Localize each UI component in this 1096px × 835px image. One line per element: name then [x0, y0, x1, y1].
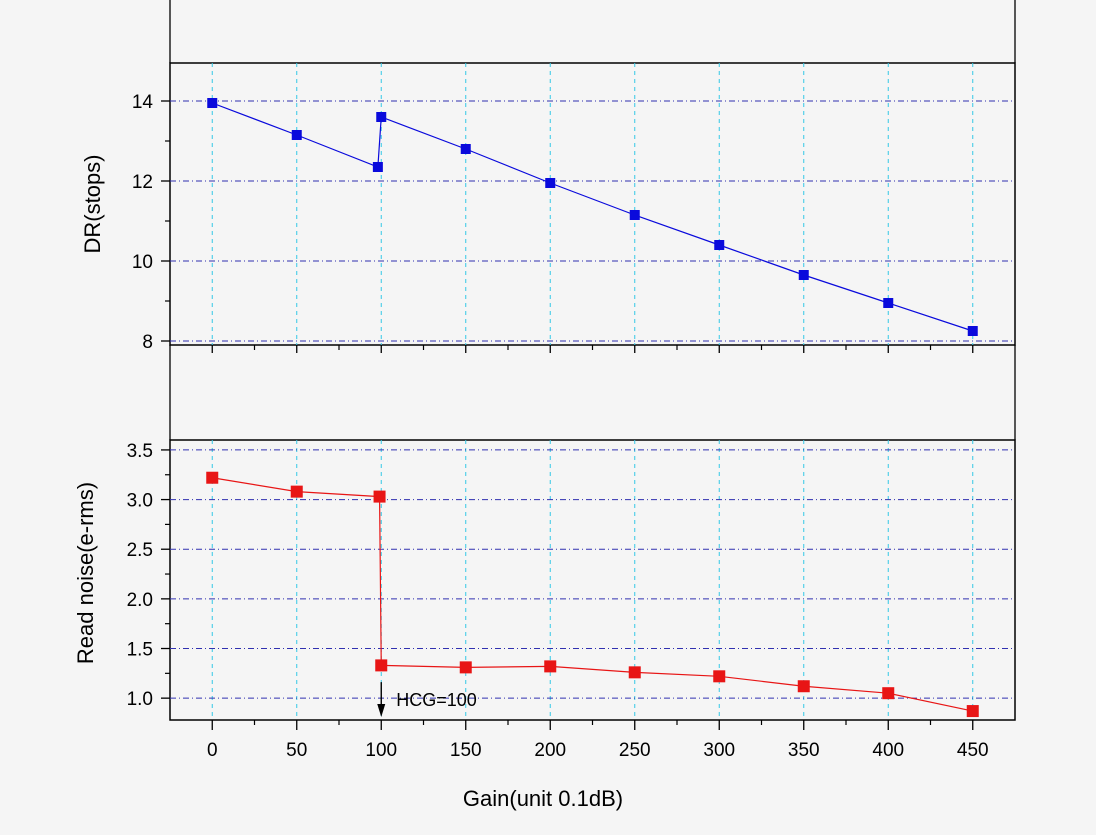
dr-y-tick-label-1: 10 — [132, 252, 153, 273]
dr-y-tick-label-3: 14 — [132, 92, 154, 113]
dr-point-9 — [883, 298, 894, 308]
dr-panel: 8 10 12 14 DR(stops) — [80, 0, 1016, 353]
rn-grid — [170, 440, 1015, 720]
rn-x-tick-label-3: 150 — [450, 740, 482, 761]
x-axis-label: Gain(unit 0.1dB) — [463, 786, 623, 811]
rn-y-tick-label-5: 3.5 — [127, 441, 153, 462]
rn-point-1 — [290, 485, 303, 498]
rn-y-tick-label-0: 1.0 — [127, 689, 153, 710]
rn-x-tick-label-6: 300 — [703, 740, 735, 761]
hcg-annotation: HCG=100 — [377, 682, 477, 718]
rn-panel: 1.0 1.5 2.0 2.5 3.0 3.5 0 50 100 150 200 250 300 350… — [73, 439, 1016, 811]
dr-y-tick-label-2: 12 — [132, 172, 153, 193]
dr-point-7 — [714, 240, 725, 250]
rn-x-tick-label-4: 200 — [534, 740, 566, 761]
rn-series — [206, 471, 979, 718]
rn-point-7 — [713, 670, 726, 683]
rn-y-tick-label-1: 1.5 — [127, 640, 153, 661]
dr-point-5 — [545, 178, 556, 188]
rn-y-tick-label-3: 2.5 — [127, 540, 153, 561]
dr-series — [207, 98, 978, 336]
rn-point-6 — [628, 666, 641, 679]
dr-point-10 — [967, 326, 978, 336]
hcg-arrow-head — [377, 704, 386, 718]
dr-y-axis: 8 10 12 14 — [132, 92, 170, 353]
rn-point-0 — [206, 471, 219, 484]
rn-x-axis: 0 50 100 150 200 250 300 350 400 450 — [207, 720, 989, 761]
rn-point-2 — [373, 490, 386, 503]
rn-x-tick-label-0: 0 — [207, 740, 218, 761]
rn-y-tick-label-4: 3.0 — [127, 491, 153, 512]
rn-x-tick-label-1: 50 — [286, 740, 307, 761]
rn-point-10 — [966, 705, 979, 718]
rn-point-4 — [459, 661, 472, 674]
dr-point-1 — [291, 130, 302, 140]
rn-point-8 — [797, 680, 810, 693]
spacer-panel — [169, 345, 1016, 440]
dr-point-8 — [798, 270, 809, 280]
dr-point-6 — [629, 210, 640, 220]
rn-x-tick-label-5: 250 — [619, 740, 651, 761]
rn-point-5 — [544, 660, 557, 673]
dr-point-4 — [460, 144, 471, 154]
rn-y-tick-label-2: 2.0 — [127, 590, 153, 611]
dr-y-axis-label: DR(stops) — [80, 154, 105, 253]
rn-x-tick-label-2: 100 — [365, 740, 397, 761]
dr-point-3 — [376, 112, 387, 122]
rn-y-axis: 1.0 1.5 2.0 2.5 3.0 3.5 — [127, 441, 170, 710]
rn-x-tick-label-9: 450 — [957, 740, 989, 761]
rn-point-9 — [882, 687, 895, 700]
rn-x-tick-label-7: 350 — [788, 740, 820, 761]
dr-point-0 — [207, 98, 218, 108]
hcg-annotation-label: HCG=100 — [396, 690, 477, 710]
dr-x-ticks — [211, 345, 974, 353]
dr-y-tick-label-0: 8 — [142, 332, 153, 353]
rn-x-tick-label-8: 400 — [872, 740, 904, 761]
rn-point-3 — [375, 659, 388, 672]
dr-point-2 — [372, 162, 383, 172]
rn-y-axis-label: Read noise(e-rms) — [73, 482, 98, 664]
